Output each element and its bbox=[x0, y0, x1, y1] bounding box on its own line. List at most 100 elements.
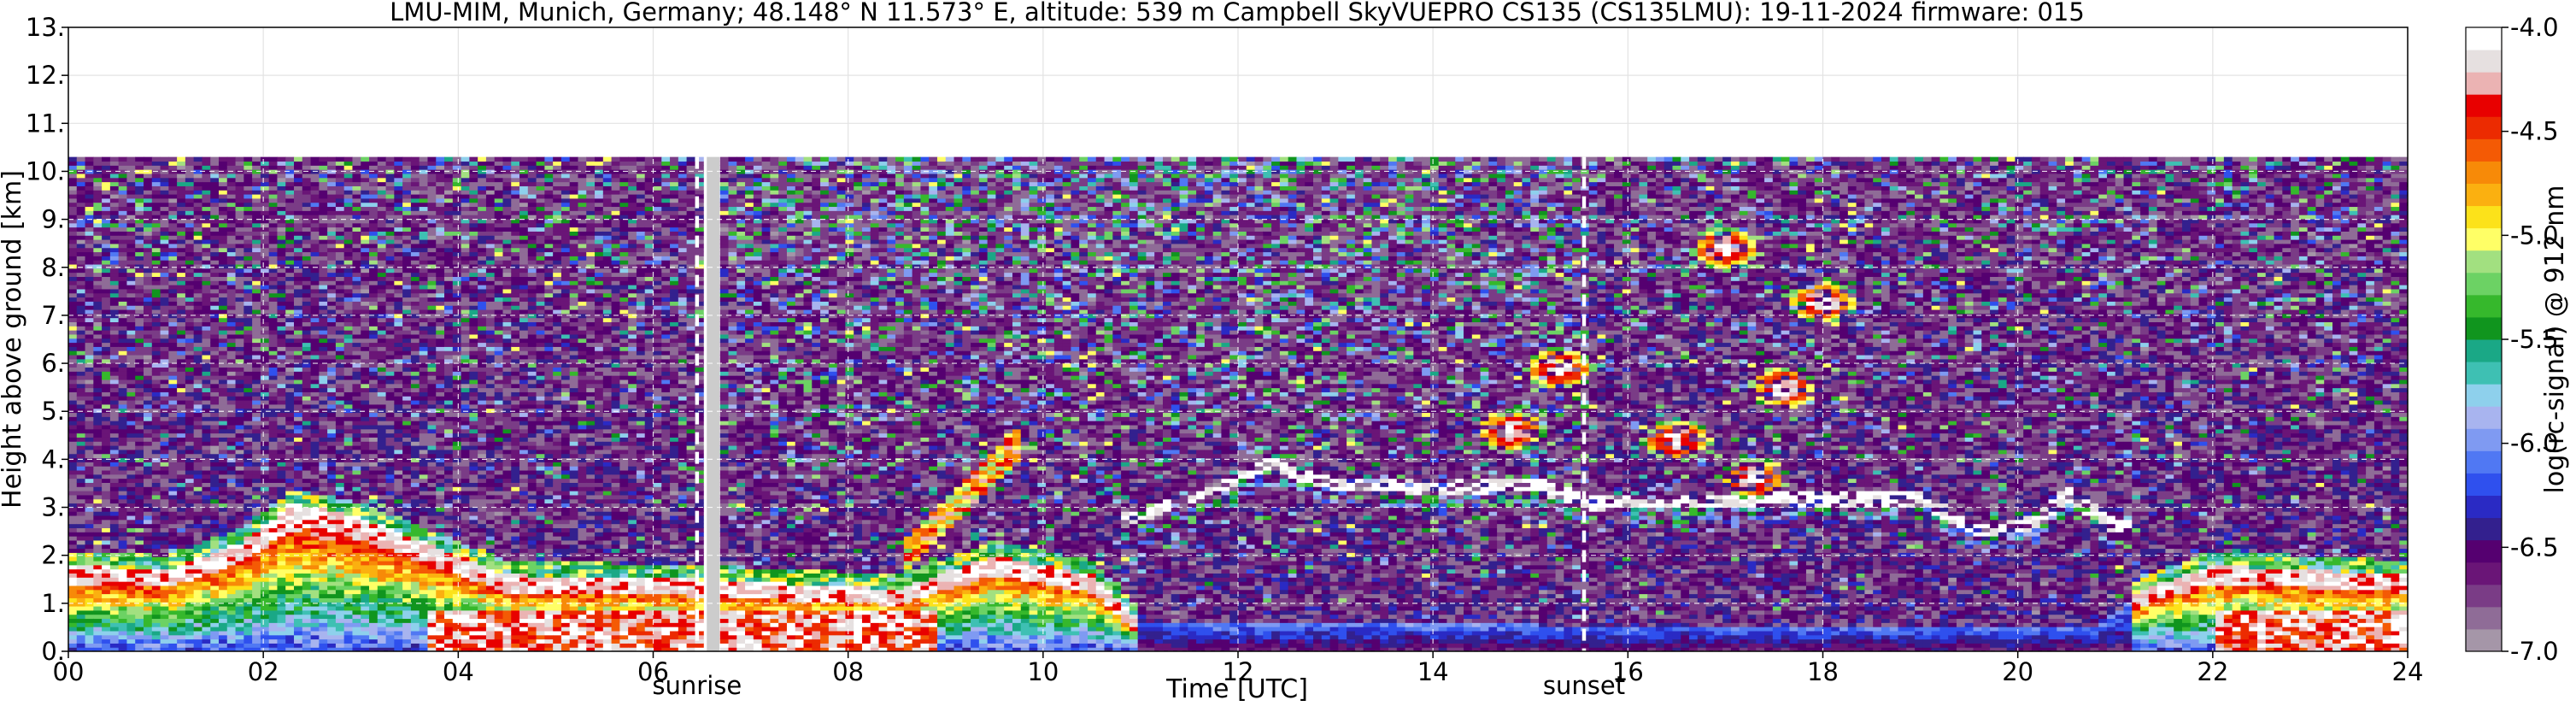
heatmap-cell bbox=[93, 256, 103, 261]
heatmap-cell bbox=[210, 605, 220, 611]
heatmap-cell bbox=[277, 523, 286, 528]
heatmap-cell bbox=[135, 597, 144, 603]
heatmap-cell bbox=[235, 424, 244, 430]
heatmap-cell bbox=[177, 239, 186, 244]
heatmap-cell bbox=[361, 362, 370, 368]
heatmap-cell bbox=[277, 285, 286, 290]
heatmap-cell bbox=[185, 305, 195, 310]
heatmap-cell bbox=[361, 317, 370, 323]
heatmap-cell bbox=[294, 532, 303, 537]
heatmap-cell bbox=[302, 156, 312, 162]
heatmap-cell bbox=[369, 449, 378, 455]
heatmap-cell bbox=[302, 210, 312, 215]
heatmap-cell bbox=[118, 544, 128, 550]
heatmap-cell bbox=[235, 367, 244, 372]
heatmap-cell bbox=[93, 466, 103, 471]
heatmap-cell bbox=[102, 638, 111, 644]
heatmap-cell bbox=[177, 222, 186, 228]
heatmap-cell bbox=[202, 577, 211, 582]
heatmap-cell bbox=[210, 523, 220, 528]
heatmap-cell bbox=[310, 256, 320, 261]
heatmap-cell bbox=[76, 605, 86, 611]
heatmap-cell bbox=[410, 523, 420, 528]
heatmap-cell bbox=[193, 161, 203, 166]
heatmap-cell bbox=[68, 251, 78, 256]
heatmap-cell bbox=[76, 399, 86, 405]
heatmap-cell bbox=[369, 453, 378, 459]
heatmap-cell bbox=[377, 243, 387, 249]
heatmap-cell bbox=[118, 432, 128, 438]
heatmap-cell bbox=[260, 469, 270, 475]
heatmap-cell bbox=[260, 292, 270, 298]
heatmap-cell bbox=[335, 491, 345, 496]
heatmap-cell bbox=[302, 268, 312, 274]
heatmap-cell bbox=[160, 330, 169, 335]
heatmap-cell bbox=[385, 383, 395, 389]
heatmap-cell bbox=[285, 358, 295, 364]
heatmap-cell bbox=[126, 573, 136, 578]
heatmap-cell bbox=[310, 338, 320, 344]
heatmap-cell bbox=[352, 169, 361, 174]
heatmap-cell bbox=[361, 523, 370, 528]
heatmap-cell bbox=[252, 202, 261, 208]
heatmap-cell bbox=[402, 507, 412, 512]
heatmap-cell bbox=[302, 173, 312, 179]
heatmap-cell bbox=[102, 564, 111, 570]
heatmap-cell bbox=[361, 605, 370, 611]
heatmap-cell bbox=[135, 585, 144, 591]
heatmap-cell bbox=[377, 292, 387, 298]
heatmap-cell bbox=[118, 301, 128, 306]
heatmap-cell bbox=[361, 350, 370, 356]
heatmap-cell bbox=[102, 231, 111, 236]
heatmap-cell bbox=[335, 403, 345, 409]
heatmap-cell bbox=[394, 165, 403, 170]
heatmap-cell bbox=[160, 326, 169, 331]
heatmap-cell bbox=[310, 614, 320, 620]
heatmap-cell bbox=[85, 511, 94, 516]
heatmap-cell bbox=[335, 486, 345, 491]
heatmap-cell bbox=[244, 602, 253, 607]
heatmap-cell bbox=[151, 556, 161, 562]
heatmap-cell bbox=[385, 202, 395, 208]
heatmap-cell bbox=[244, 391, 253, 397]
heatmap-cell bbox=[93, 190, 103, 195]
heatmap-cell bbox=[352, 346, 361, 351]
heatmap-cell bbox=[327, 437, 337, 442]
heatmap-cell bbox=[352, 292, 361, 298]
heatmap-cell bbox=[361, 634, 370, 640]
heatmap-cell bbox=[361, 222, 370, 228]
heatmap-cell bbox=[277, 478, 286, 483]
heatmap-cell bbox=[377, 486, 387, 491]
heatmap-cell bbox=[185, 627, 195, 632]
heatmap-cell bbox=[310, 391, 320, 397]
heatmap-cell bbox=[76, 305, 86, 310]
heatmap-cell bbox=[244, 560, 253, 566]
heatmap-cell bbox=[109, 247, 120, 253]
heatmap-cell bbox=[135, 285, 144, 290]
heatmap-cell bbox=[226, 292, 237, 298]
heatmap-cell bbox=[294, 354, 303, 360]
heatmap-cell bbox=[193, 309, 203, 315]
heatmap-cell bbox=[144, 486, 153, 491]
heatmap-cell bbox=[76, 457, 86, 462]
heatmap-cell bbox=[135, 602, 144, 607]
heatmap-cell bbox=[343, 367, 354, 372]
heatmap-cell bbox=[177, 573, 186, 578]
heatmap-cell bbox=[377, 568, 387, 574]
heatmap-cell bbox=[85, 285, 94, 290]
heatmap-cell bbox=[118, 256, 128, 261]
heatmap-cell bbox=[185, 173, 195, 179]
heatmap-cell bbox=[268, 215, 279, 220]
heatmap-cell bbox=[185, 478, 195, 483]
heatmap-cell bbox=[85, 317, 94, 323]
heatmap-cell bbox=[202, 597, 211, 603]
heatmap-cell bbox=[394, 227, 403, 232]
heatmap-cell bbox=[151, 251, 161, 256]
heatmap-cell bbox=[185, 227, 195, 232]
heatmap-cell bbox=[226, 317, 237, 323]
heatmap-cell bbox=[377, 350, 387, 356]
heatmap-cell bbox=[319, 589, 328, 595]
heatmap-cell bbox=[226, 568, 237, 574]
heatmap-cell bbox=[260, 260, 270, 265]
heatmap-cell bbox=[343, 614, 354, 620]
